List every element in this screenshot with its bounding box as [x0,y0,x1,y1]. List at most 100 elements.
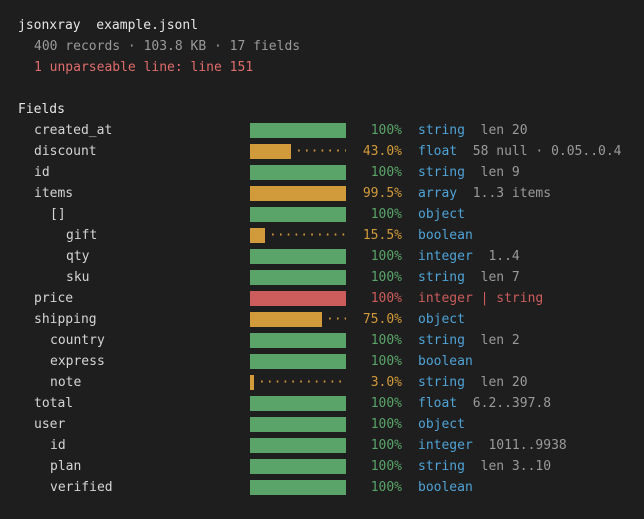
presence-bar-fill [250,186,346,201]
field-type: string [418,270,465,285]
presence-percent: 100% [370,480,402,495]
presence-bar-fill [250,165,346,180]
presence-bar-fill [250,438,346,453]
field-row[interactable]: note ····································… [0,372,644,393]
field-detail: 1..4 [488,249,520,264]
field-name: verified [50,480,113,495]
field-name: discount [34,144,97,159]
app-name: jsonxray [18,18,81,33]
presence-bar-fill [250,333,346,348]
presence-bar [250,333,346,348]
field-type: integer [418,249,473,264]
presence-bar [250,228,346,243]
missing-dots: ········································ [295,144,346,159]
presence-percent: 75.0% [362,312,402,327]
field-type: boolean [418,228,473,243]
field-row[interactable]: verified 100% boolean [0,477,644,498]
presence-percent: 100% [370,354,402,369]
field-row[interactable]: id 100% integer 1011..9938 [0,435,644,456]
field-name: shipping [34,312,97,327]
field-row[interactable]: items 99.5% array 1..3 items [0,183,644,204]
field-type: object [418,207,465,222]
missing-dots: ········································ [258,375,346,390]
field-row[interactable]: gift ····································… [0,225,644,246]
parse-warning: 1 unparseable line: line 151 [34,60,254,75]
field-type: float [418,144,458,159]
field-row[interactable]: [] 100% object [0,204,644,225]
presence-bar [250,165,346,180]
field-detail: 1011..9938 [488,438,567,453]
field-name: user [34,417,66,432]
field-detail: len 3..10 [480,459,552,474]
presence-percent: 15.5% [362,228,402,243]
presence-bar-fill [250,144,291,159]
presence-bar [250,123,346,138]
title-bar: jsonxray example.jsonl [18,15,198,36]
field-type: string [418,333,465,348]
presence-bar-fill [250,396,346,411]
presence-bar-fill [250,417,346,432]
presence-bar [250,291,346,306]
field-row[interactable]: plan 100% string len 3..10 [0,456,644,477]
presence-percent: 100% [370,270,402,285]
field-name: price [34,291,74,306]
field-type: boolean [418,480,473,495]
presence-bar [250,249,346,264]
presence-percent: 100% [370,417,402,432]
field-type: string [418,165,465,180]
presence-percent: 100% [370,165,402,180]
file-name: example.jsonl [96,18,199,33]
field-row[interactable]: created_at 100% string len 20 [0,120,644,141]
field-name: items [34,186,74,201]
field-name: [] [50,207,66,222]
field-row[interactable]: country 100% string len 2 [0,330,644,351]
field-detail: len 20 [480,123,528,138]
field-detail: 6.2..397.8 [472,396,552,411]
field-type: object [418,312,465,327]
field-detail: 58 null · 0.05..0.4 [472,144,622,159]
presence-bar-fill [250,375,254,390]
field-name: created_at [34,123,113,138]
presence-bar [250,459,346,474]
presence-percent: 100% [370,459,402,474]
field-row[interactable]: price 100% integer | string [0,288,644,309]
section-title: Fields [18,102,65,117]
field-name: sku [66,270,90,285]
missing-dots: ········································ [269,228,346,243]
field-row[interactable]: discount ································… [0,141,644,162]
field-type: string [418,375,465,390]
presence-bar [250,438,346,453]
field-type: integer | string [418,291,544,306]
presence-percent: 100% [370,207,402,222]
presence-percent: 3.0% [370,375,402,390]
missing-dots: ········································ [326,312,346,327]
presence-percent: 100% [370,333,402,348]
presence-bar [250,417,346,432]
presence-percent: 99.5% [362,186,402,201]
field-row[interactable]: express 100% boolean [0,351,644,372]
summary-line: 400 records · 103.8 KB · 17 fields [34,39,301,54]
presence-bar [250,312,346,327]
field-row[interactable]: sku 100% string len 7 [0,267,644,288]
presence-bar [250,354,346,369]
field-type: object [418,417,465,432]
field-detail: len 2 [480,333,520,348]
presence-percent: 100% [370,396,402,411]
field-row[interactable]: user 100% object [0,414,644,435]
field-row[interactable]: total 100% float 6.2..397.8 [0,393,644,414]
presence-bar-fill [250,480,346,495]
field-row[interactable]: id 100% string len 9 [0,162,644,183]
presence-bar [250,144,346,159]
field-row[interactable]: qty 100% integer 1..4 [0,246,644,267]
presence-bar [250,396,346,411]
field-type: string [418,123,465,138]
field-detail: len 9 [480,165,520,180]
field-name: id [34,165,50,180]
presence-bar-fill [250,123,346,138]
presence-bar [250,186,346,201]
field-row[interactable]: shipping ································… [0,309,644,330]
field-name: total [34,396,74,411]
field-type: float [418,396,458,411]
presence-bar-fill [250,270,346,285]
field-name: note [50,375,82,390]
